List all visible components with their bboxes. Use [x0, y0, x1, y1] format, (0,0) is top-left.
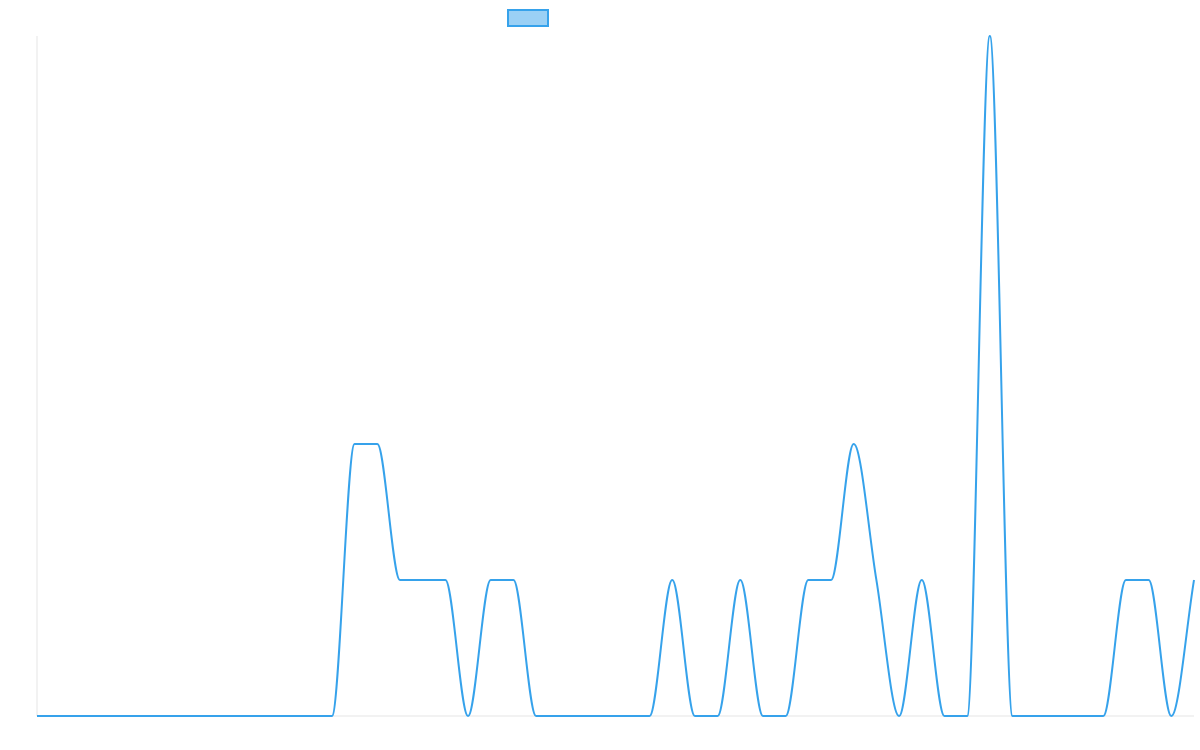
legend-swatch[interactable]: [507, 9, 549, 27]
axes: [36, 36, 1194, 717]
series-line: [37, 35, 1195, 717]
series-layer: [37, 35, 1195, 717]
legend[interactable]: [507, 9, 549, 27]
